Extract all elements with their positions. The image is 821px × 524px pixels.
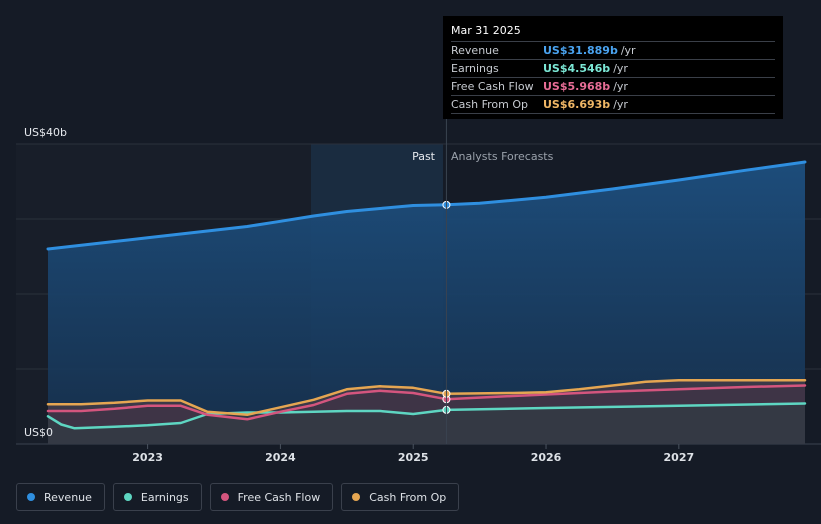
tooltip-row-cash-from-op: Cash From Op US$6.693b /yr	[451, 96, 775, 114]
earnings-dot-icon	[123, 493, 132, 501]
x-tick-label: 2027	[664, 451, 695, 464]
tooltip-value: US$4.546b	[543, 62, 611, 75]
y-axis-bottom-label: US$0	[24, 426, 53, 439]
x-tick-label: 2024	[265, 451, 296, 464]
forecast-label: Analysts Forecasts	[451, 150, 554, 163]
tooltip-row-revenue: Revenue US$31.889b /yr	[451, 42, 775, 60]
tooltip-label: Cash From Op	[451, 98, 529, 111]
tooltip-row-earnings: Earnings US$4.546b /yr	[451, 60, 775, 78]
legend-label: Earnings	[140, 490, 189, 504]
tooltip-label: Earnings	[451, 62, 499, 75]
cash-from-op-line	[46, 379, 807, 417]
cash-from-op-dot-icon	[352, 493, 361, 501]
legend-item-earnings[interactable]: Earnings	[112, 483, 202, 511]
x-axis-ticks: 2023 2024 2025 2026 2027	[132, 444, 694, 464]
tooltip-label: Free Cash Flow	[451, 80, 534, 93]
tooltip-unit: /yr	[613, 62, 628, 75]
legend-label: Cash From Op	[369, 490, 447, 504]
past-label: Past	[412, 150, 436, 163]
tooltip-panel: Mar 31 2025 Revenue US$31.889b /yr Earni…	[443, 16, 783, 119]
tooltip-row-free-cash-flow: Free Cash Flow US$5.968b /yr	[451, 78, 775, 96]
revenue-line	[46, 160, 807, 251]
revenue-area	[48, 162, 805, 444]
x-tick-label: 2023	[132, 451, 163, 464]
tooltip-unit: /yr	[613, 80, 628, 93]
chart-legend: Revenue Earnings Free Cash Flow Cash Fro…	[16, 483, 460, 511]
tooltip-value: US$6.693b	[543, 98, 611, 111]
legend-label: Free Cash Flow	[237, 490, 321, 504]
legend-label: Revenue	[44, 490, 92, 504]
tooltip-unit: /yr	[613, 98, 628, 111]
legend-item-free-cash-flow[interactable]: Free Cash Flow	[209, 483, 334, 511]
earnings-line	[46, 402, 807, 430]
tooltip-value: US$5.968b	[543, 80, 611, 93]
free-cash-flow-line	[46, 384, 807, 421]
y-axis-top-label: US$40b	[24, 126, 67, 139]
x-tick-label: 2026	[531, 451, 562, 464]
revenue-dot-icon	[27, 493, 35, 501]
tooltip-unit: /yr	[620, 44, 636, 57]
tooltip-value: US$31.889b	[543, 44, 618, 57]
legend-item-revenue[interactable]: Revenue	[16, 483, 105, 511]
tooltip-date: Mar 31 2025	[451, 24, 775, 42]
x-tick-label: 2025	[398, 451, 429, 464]
free-cash-flow-dot-icon	[220, 493, 229, 501]
series-lines	[46, 160, 807, 430]
legend-item-cash-from-op[interactable]: Cash From Op	[341, 483, 460, 511]
tooltip-label: Revenue	[451, 44, 499, 57]
